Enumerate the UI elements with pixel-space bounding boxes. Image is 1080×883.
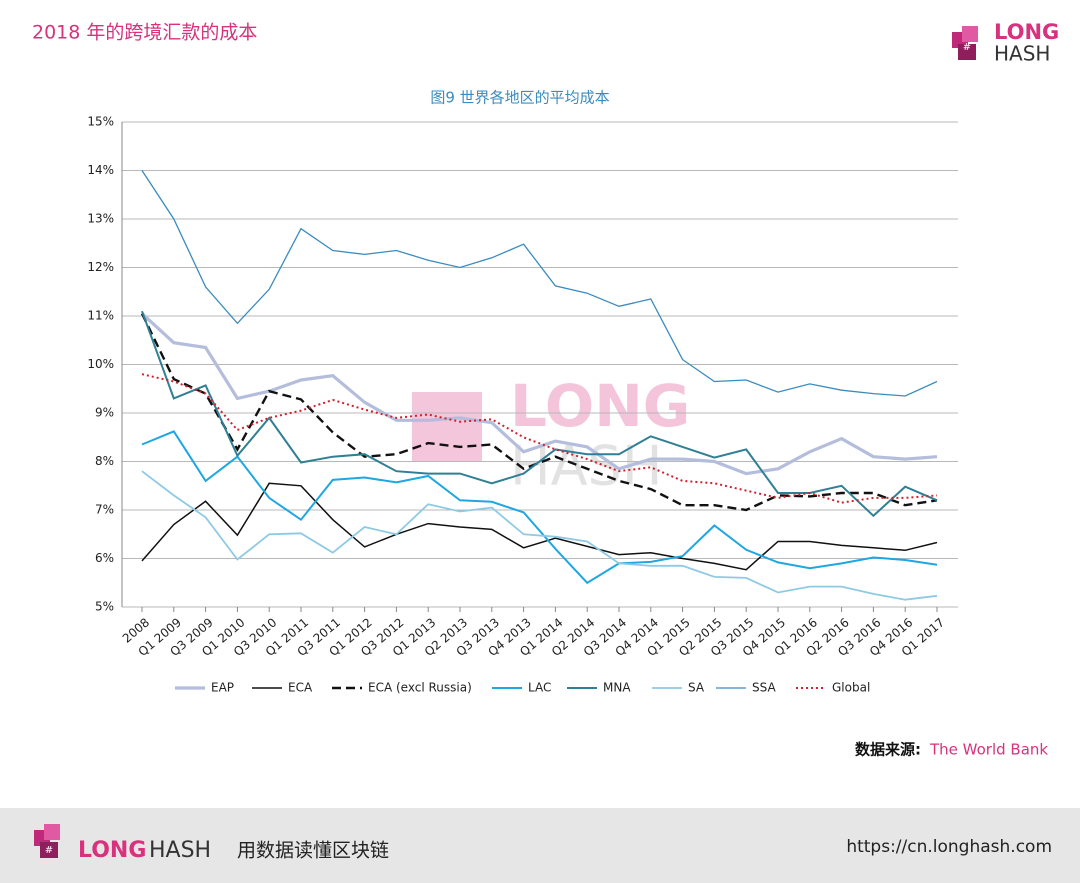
chart-title: 图9 世界各地区的平均成本 (430, 89, 609, 107)
watermark-icon (412, 392, 482, 462)
y-tick-label: 12% (87, 260, 114, 274)
y-tick-label: 11% (87, 309, 114, 323)
legend-label: ECA (288, 681, 313, 695)
legend-label: MNA (603, 681, 631, 695)
footer-slogan: 用数据读懂区块链 (237, 840, 389, 862)
y-tick-label: 9% (95, 406, 114, 420)
y-tick-label: 7% (95, 503, 114, 517)
series-line (141, 373, 938, 504)
page-title: 2018 年的跨境汇款的成本 (32, 22, 257, 44)
source-value: The World Bank (929, 741, 1048, 759)
footer-logo-left: LONG (78, 838, 146, 863)
watermark-top: LONG (510, 372, 690, 440)
y-tick-label: 8% (95, 454, 114, 468)
logo-top: LONG (994, 20, 1059, 44)
y-tick-label: 6% (95, 551, 114, 565)
legend-label: SA (688, 681, 705, 695)
y-tick-label: 5% (95, 600, 114, 614)
footer-logo-icon: # (34, 824, 60, 858)
legend-label: ECA (excl Russia) (368, 681, 472, 695)
y-tick-label: 14% (87, 163, 114, 177)
source-label: 数据来源: (855, 741, 921, 759)
footer-logo-right: HASH (149, 838, 211, 863)
svg-text:#: # (963, 42, 971, 53)
series-line (140, 313, 938, 512)
series-line (140, 312, 938, 476)
svg-text:#: # (45, 845, 53, 856)
footer-url: https://cn.longhash.com (846, 837, 1052, 857)
legend-label: LAC (528, 681, 551, 695)
series-line (141, 430, 938, 585)
footer-bar (0, 808, 1080, 883)
series-line (141, 482, 938, 571)
logo-icon: # (952, 26, 978, 60)
legend-label: Global (832, 681, 870, 695)
legend-label: EAP (211, 681, 234, 695)
y-tick-label: 13% (87, 212, 114, 226)
y-tick-label: 10% (87, 357, 114, 371)
logo-bottom: HASH (994, 42, 1050, 66)
legend-label: SSA (752, 681, 776, 695)
series-line (141, 470, 938, 601)
series-line (141, 170, 938, 397)
y-tick-label: 15% (87, 115, 114, 129)
